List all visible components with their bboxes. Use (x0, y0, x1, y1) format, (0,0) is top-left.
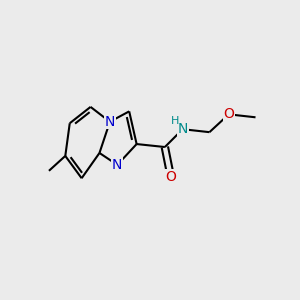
Text: O: O (223, 107, 234, 121)
Text: O: O (165, 170, 176, 184)
Text: N: N (178, 122, 188, 136)
Text: N: N (112, 158, 122, 172)
Text: N: N (105, 115, 115, 129)
Text: H: H (171, 116, 179, 126)
